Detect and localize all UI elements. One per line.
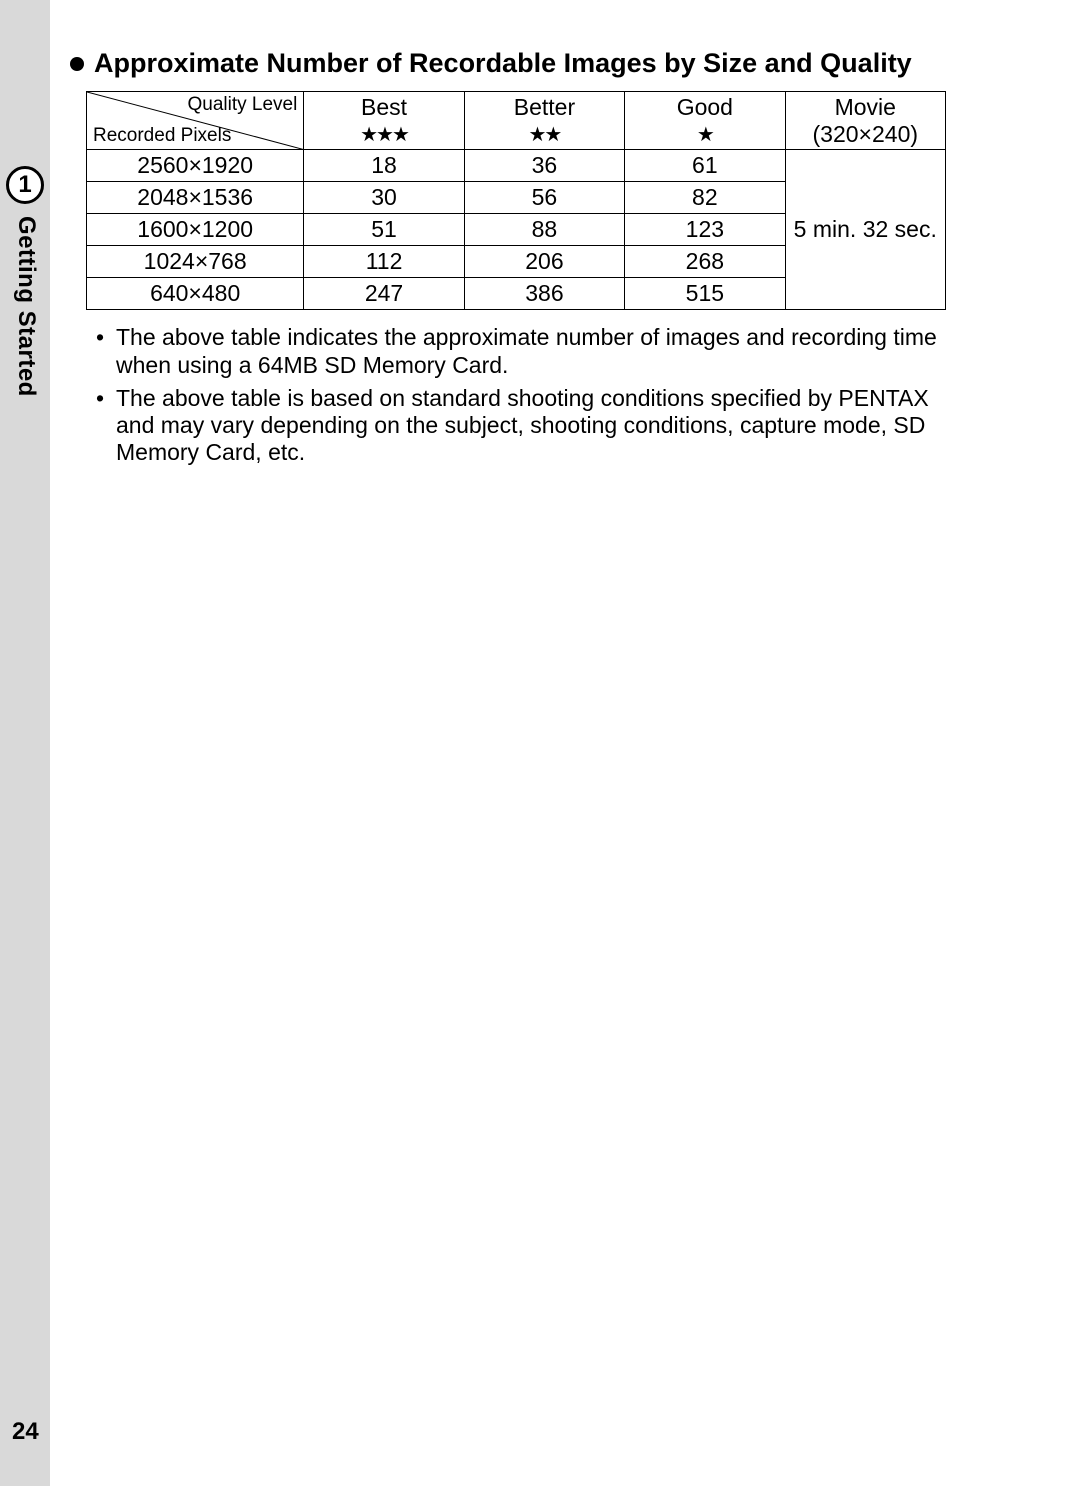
chapter-badge: 1	[6, 166, 44, 204]
cell-best: 112	[304, 246, 464, 278]
cell-pixels: 1024×768	[87, 246, 304, 278]
side-strip: 1 Getting Started 24	[0, 0, 50, 1486]
table-diag-header: Quality Level Recorded Pixels	[87, 92, 304, 150]
cell-better: 88	[464, 214, 624, 246]
cell-pixels: 1600×1200	[87, 214, 304, 246]
cell-better: 206	[464, 246, 624, 278]
cell-best: 30	[304, 182, 464, 214]
diag-top-label: Quality Level	[187, 94, 297, 116]
cell-better: 56	[464, 182, 624, 214]
col-title: Good	[677, 94, 733, 120]
col-title: Best	[361, 94, 407, 120]
cell-best: 51	[304, 214, 464, 246]
col-best: Best ★★★	[304, 92, 464, 150]
cell-movie: 5 min. 32 sec.	[785, 150, 945, 310]
recordable-images-table: Quality Level Recorded Pixels Best ★★★ B…	[86, 91, 946, 310]
stars-icon: ★★	[529, 124, 561, 146]
col-movie: Movie (320×240)	[785, 92, 945, 150]
cell-good: 515	[625, 278, 785, 310]
section-heading: Approximate Number of Recordable Images …	[70, 48, 1058, 79]
page-content: Approximate Number of Recordable Images …	[58, 48, 1058, 472]
cell-better: 386	[464, 278, 624, 310]
cell-best: 247	[304, 278, 464, 310]
col-good: Good ★	[625, 92, 785, 150]
col-title: Better	[514, 94, 575, 120]
col-title: Movie	[835, 94, 896, 120]
col-better: Better ★★	[464, 92, 624, 150]
cell-best: 18	[304, 150, 464, 182]
section-label: Getting Started	[12, 216, 40, 397]
cell-good: 123	[625, 214, 785, 246]
cell-pixels: 640×480	[87, 278, 304, 310]
note-item: The above table indicates the approximat…	[96, 324, 966, 378]
bullet-icon	[70, 57, 84, 71]
cell-pixels: 2560×1920	[87, 150, 304, 182]
note-item: The above table is based on standard sho…	[96, 385, 966, 466]
table-row: 2560×1920 18 36 61 5 min. 32 sec.	[87, 150, 946, 182]
stars-icon: ★	[697, 124, 713, 146]
col-sub: (320×240)	[813, 121, 919, 147]
notes-list: The above table indicates the approximat…	[96, 324, 966, 466]
cell-good: 61	[625, 150, 785, 182]
cell-pixels: 2048×1536	[87, 182, 304, 214]
heading-text: Approximate Number of Recordable Images …	[94, 48, 912, 79]
stars-icon: ★★★	[360, 124, 408, 146]
diag-bottom-label: Recorded Pixels	[93, 125, 231, 147]
cell-better: 36	[464, 150, 624, 182]
cell-good: 268	[625, 246, 785, 278]
page-number: 24	[12, 1418, 39, 1446]
cell-good: 82	[625, 182, 785, 214]
